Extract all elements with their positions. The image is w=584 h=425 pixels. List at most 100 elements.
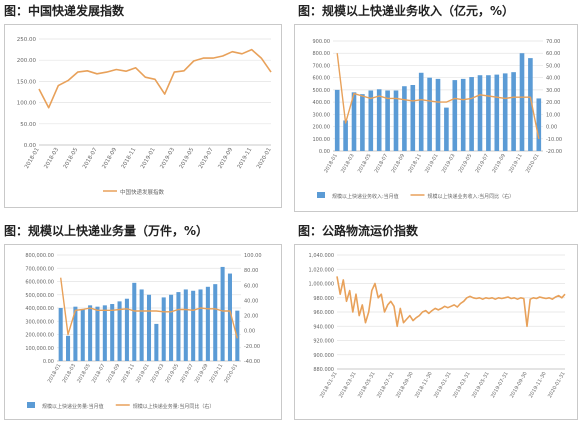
- bar: [452, 80, 458, 151]
- x-tick-label: 2019-09: [194, 363, 210, 384]
- x-tick-label: 2019-03: [150, 363, 166, 384]
- y-tick-label: 100,000.00: [25, 346, 54, 352]
- x-tick-label: 2019-11: [508, 153, 524, 174]
- bar: [393, 90, 399, 151]
- bar: [427, 77, 432, 151]
- x-tick-label: 2018-11-30: [414, 371, 434, 399]
- x-tick-label: 2018-03: [340, 153, 356, 174]
- bar: [95, 306, 100, 361]
- bar: [368, 90, 374, 151]
- legend-swatch: [317, 192, 325, 198]
- x-tick-label: 2018-01: [323, 153, 339, 174]
- y-tick-label: 100.00: [17, 101, 37, 107]
- bar: [80, 309, 85, 361]
- x-tick-label: 2019-09: [217, 147, 234, 170]
- y-tick-label: 880.000: [313, 367, 334, 373]
- y-tick-label: 300.00: [313, 112, 331, 118]
- x-tick-label: 2018-09: [106, 363, 122, 384]
- series-line: [38, 48, 272, 109]
- y-tick-label: 700,000.00: [25, 266, 54, 272]
- bar: [469, 77, 474, 151]
- bar: [183, 289, 188, 361]
- volume-chart: 0.00 100,000.00 200,000.00 300,000.00 400,00…: [25, 253, 261, 410]
- bar: [66, 335, 71, 361]
- x-tick-label: 2019-09-30: [509, 371, 529, 399]
- x-tick-label: 2018-09: [101, 147, 118, 170]
- y-tick-label: 600.00: [313, 76, 331, 82]
- bar: [528, 58, 533, 151]
- bar: [418, 72, 424, 151]
- bar: [146, 294, 152, 361]
- x-tick-label: 2018-05-31: [357, 371, 377, 399]
- bar: [102, 305, 107, 361]
- y-tick-label: 0.00: [319, 149, 330, 155]
- y2-tick-label: 60.00: [244, 283, 258, 289]
- x-tick-label: 2019-01: [140, 147, 157, 170]
- x-tick-label: 2019-03: [159, 147, 176, 170]
- x-tick-label: 2018-07-31: [376, 371, 396, 399]
- y2-tick-label: -40.00: [244, 359, 260, 365]
- x-tick-label: 2018-09-30: [395, 371, 415, 399]
- y2-tick-label: 60.00: [546, 51, 560, 57]
- x-tick-label: 2018-05: [63, 147, 80, 170]
- legend-label: 规模以上快递业务量:当月值: [42, 403, 104, 410]
- freight-index-chart: 880.000 900.000 920.000 940.000 960.000 980.0…: [309, 253, 567, 399]
- bar: [519, 53, 525, 151]
- y-tick-label: 0.00: [43, 359, 54, 365]
- bar: [132, 282, 137, 361]
- series-line: [336, 53, 540, 139]
- x-tick-label: 2018-01-31: [319, 371, 339, 399]
- bar: [73, 306, 78, 361]
- bar: [154, 323, 159, 361]
- panel-title: 图：公路物流运价指数: [298, 224, 419, 238]
- x-tick-label: 2018-11: [120, 363, 136, 384]
- y2-tick-label: 50.00: [546, 63, 560, 69]
- panel-express-index: 图：中国快递发展指数 0.00 50.00 100.00 150.00 200.00 25…: [0, 2, 286, 214]
- bar: [110, 304, 115, 361]
- bar: [444, 107, 449, 151]
- x-tick-label: 2018-07: [91, 363, 107, 384]
- panel-revenue: 图：规模以上快递业务收入（亿元，%） 0.00 100.00 200.00 300.0…: [294, 2, 584, 214]
- y2-tick-label: 20.00: [244, 314, 258, 320]
- x-tick-label: 2018-01: [24, 147, 41, 170]
- panel-title: 图：中国快递发展指数: [4, 4, 125, 18]
- x-tick-label: 2018-09: [390, 153, 406, 174]
- y-tick-label: 500.00: [313, 88, 331, 94]
- y2-tick-label: -20.00: [546, 149, 562, 155]
- x-tick-label: 2019-05: [165, 363, 181, 384]
- bar: [502, 73, 508, 151]
- y2-tick-label: 40.00: [244, 298, 258, 304]
- y-tick-label: 1,000.000: [309, 282, 334, 288]
- x-tick-label: 2019-09: [491, 153, 507, 174]
- legend-label: 规模以上快递业务收入:当月同比（右）: [428, 193, 515, 200]
- revenue-chart: 0.00 100.00 200.00 300.00 400.00 500.00 600.00…: [313, 39, 563, 200]
- bar: [536, 98, 542, 151]
- bar: [198, 289, 203, 361]
- bar: [460, 78, 466, 151]
- bar: [477, 75, 483, 151]
- x-tick-label: 2018-03-31: [338, 371, 358, 399]
- bar: [205, 286, 210, 361]
- y-tick-label: 700.00: [313, 63, 331, 69]
- bar: [486, 75, 491, 151]
- express-index-chart: 0.00 50.00 100.00 150.00 200.00 250.00 2018-01…: [17, 37, 273, 196]
- x-tick-label: 2020-01: [256, 147, 273, 170]
- y-tick-label: 150.00: [17, 79, 37, 85]
- y2-tick-label: 80.00: [244, 268, 258, 274]
- x-tick-label: 2019-05-31: [471, 371, 491, 399]
- y-tick-label: 800,000.00: [25, 253, 54, 259]
- y-tick-label: 300,000.00: [25, 319, 54, 325]
- chart-box: 880.000 900.000 920.000 940.000 960.000 980.0…: [294, 244, 578, 420]
- y-tick-label: 200.00: [17, 58, 37, 64]
- y-tick-label: 500,000.00: [25, 293, 54, 299]
- bar: [410, 85, 416, 151]
- y-tick-label: 920.000: [313, 339, 334, 345]
- y-tick-label: 800.00: [313, 51, 331, 57]
- x-tick-label: 2019-07-31: [490, 371, 510, 399]
- x-tick-label: 2019-01: [424, 153, 440, 174]
- x-tick-label: 2019-03: [441, 153, 457, 174]
- bar: [511, 72, 516, 151]
- bar: [220, 266, 225, 361]
- x-tick-label: 2020-01: [525, 153, 541, 174]
- bar: [227, 273, 232, 361]
